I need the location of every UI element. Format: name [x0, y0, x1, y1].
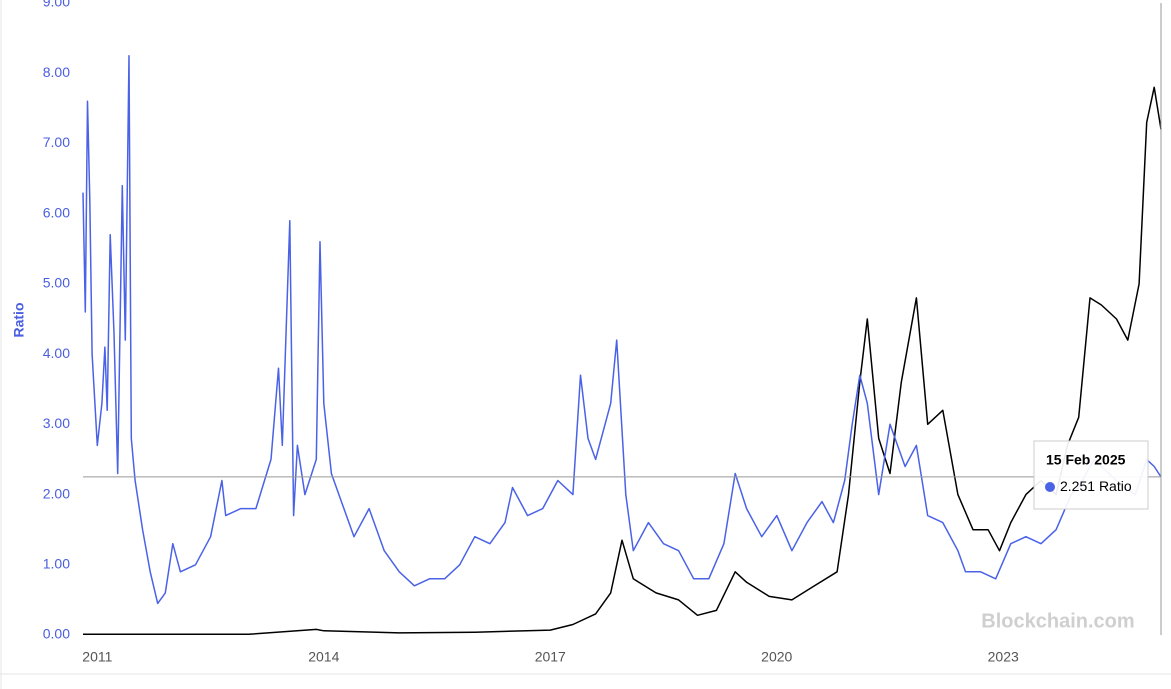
series-line — [83, 86, 1162, 636]
tooltip-value: 2.251 Ratio — [1060, 478, 1132, 494]
tooltip-box — [1033, 440, 1149, 510]
x-tick-label: 2014 — [308, 649, 339, 665]
y-tick-label: 1.00 — [43, 555, 70, 571]
y-tick-label: 7.00 — [43, 134, 70, 150]
x-tick-label: 2023 — [988, 649, 1019, 665]
y-tick-label: 6.00 — [43, 204, 70, 220]
y-axis-title: Ratio — [11, 303, 27, 338]
y-tick-label: 8.00 — [43, 64, 70, 80]
y-tick-label: 9.00 — [43, 0, 70, 10]
tooltip: 15 Feb 2025 2.251 Ratio — [1033, 440, 1149, 510]
x-tick-label: 2011 — [82, 649, 112, 665]
y-tick-label: 4.00 — [43, 345, 70, 361]
plot-area: 0.00 1.00 2.00 3.00 4.00 5.00 6.00 7.00 8.00 9.00… — [43, 0, 1162, 665]
y-tick-label: 2.00 — [43, 485, 70, 501]
y-tick-label: 3.00 — [43, 415, 70, 431]
tooltip-title: 15 Feb 2025 — [1046, 452, 1126, 468]
x-tick-label: 2017 — [535, 649, 566, 665]
y-tick-label: 5.00 — [43, 275, 70, 291]
tooltip-number: 2.251 — [1060, 478, 1095, 494]
x-tick-label: 2020 — [761, 649, 792, 665]
tooltip-marker — [1045, 482, 1055, 492]
watermark: Blockchain.com — [981, 610, 1134, 632]
series-line — [82, 54, 1162, 605]
y-tick-label: 0.00 — [43, 626, 70, 642]
tooltip-series: Ratio — [1099, 478, 1132, 494]
